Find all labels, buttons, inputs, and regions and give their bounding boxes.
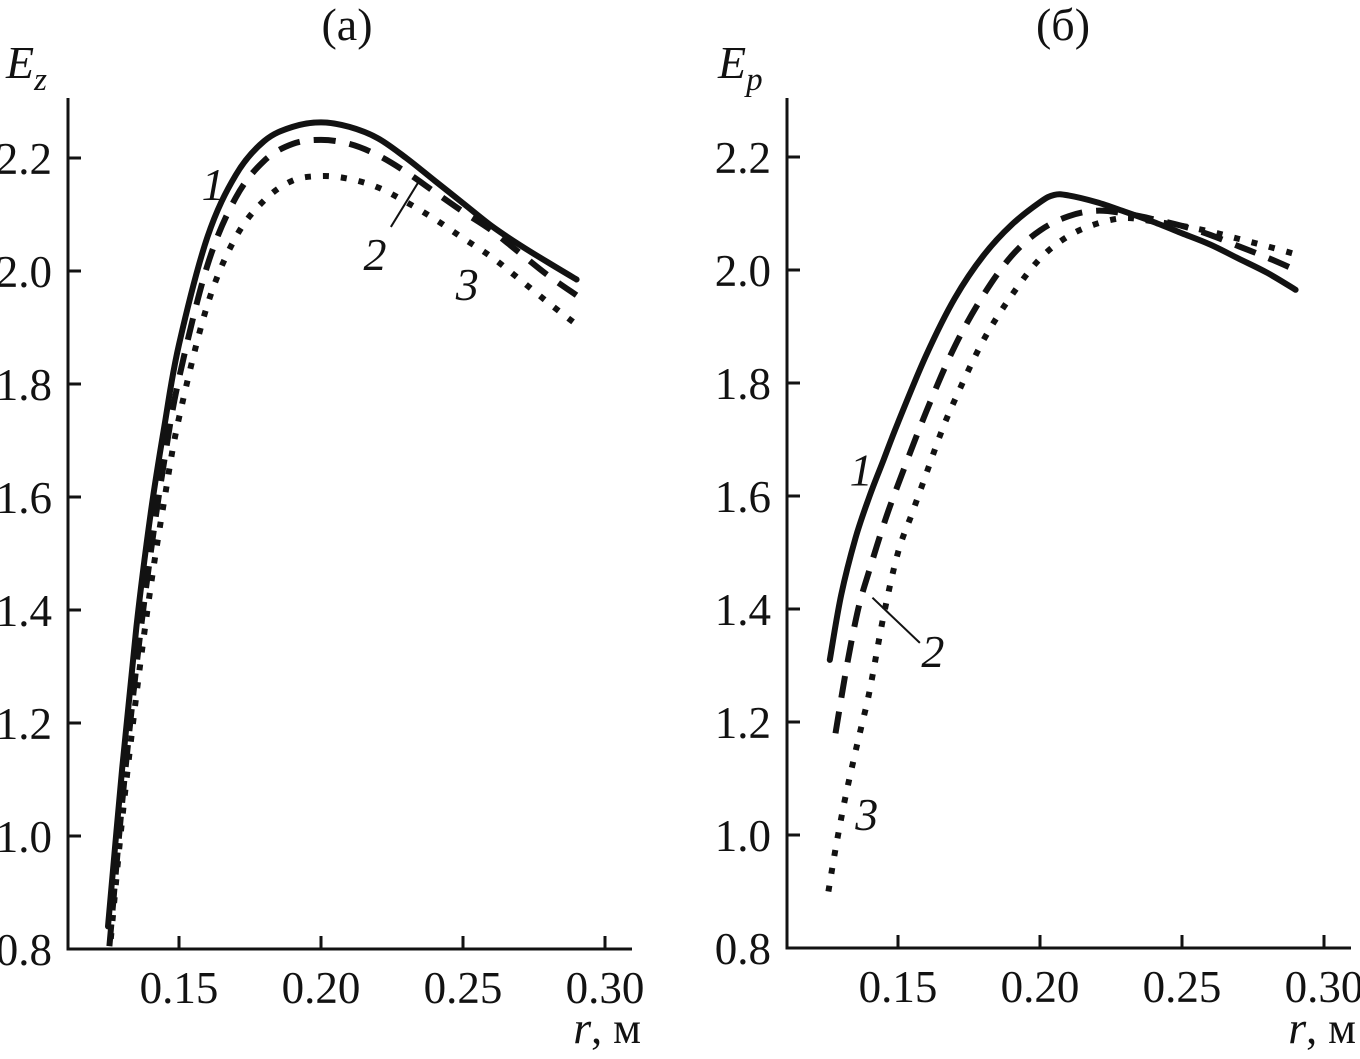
curve-1-solid xyxy=(826,191,1299,663)
x-tick-label: 0.15 xyxy=(140,963,219,1013)
panel-a-title: (a) xyxy=(321,0,372,50)
curve-2-dashed xyxy=(106,136,579,947)
panel-a-y-axis-label-subscript: z xyxy=(33,62,47,98)
y-tick-label: 1.4 xyxy=(0,586,52,636)
y-tick-label: 1.0 xyxy=(0,812,52,862)
curve-label-leader-line xyxy=(871,596,921,644)
y-tick-label: 2.0 xyxy=(0,247,52,297)
curve-2-dashed xyxy=(832,207,1297,734)
panel-a-curves xyxy=(105,119,580,947)
panel-b-y-axis-label-subscript: p xyxy=(744,62,763,98)
panel-b-y-axis-label-base: E xyxy=(717,37,746,88)
y-tick-label: 1.8 xyxy=(0,360,52,410)
curve-3-dotted xyxy=(107,173,579,940)
x-tick-label: 0.25 xyxy=(1143,962,1222,1012)
axis-lines xyxy=(785,98,1351,950)
x-tick-label: 0.30 xyxy=(1285,962,1360,1012)
x-tick-label: 0.20 xyxy=(282,963,361,1013)
curve-label-1: 1 xyxy=(850,445,873,496)
panel-b: 0.8 1.0 1.2 1.4 1.6 1.8 2.0 2.2 0.15 0.20 0.25 0.30… xyxy=(715,0,1360,1053)
y-tick-label: 1.6 xyxy=(0,473,52,523)
curve-label-3: 3 xyxy=(854,789,878,840)
panel-a-y-axis-label: Ez xyxy=(5,37,47,98)
y-tick-label: 2.2 xyxy=(0,134,52,184)
y-tick-label: 0.8 xyxy=(0,925,52,975)
x-tick-label: 0.25 xyxy=(424,963,503,1013)
panel-a-axes: 0.8 1.0 1.2 1.4 1.6 1.8 2.0 2.2 0.15 0.20 0.25 0.30 xyxy=(0,98,644,1013)
y-tick-label: 1.2 xyxy=(0,699,52,749)
axis-lines xyxy=(66,98,632,951)
y-tick-label: 1.8 xyxy=(715,359,771,409)
y-tick-label: 1.6 xyxy=(715,472,771,522)
panel-a-y-axis-label-base: E xyxy=(5,37,34,88)
y-tick-label: 1.0 xyxy=(715,811,771,861)
panel-b-axes: 0.8 1.0 1.2 1.4 1.6 1.8 2.0 2.2 0.15 0.20 0.25 0.30 xyxy=(715,98,1360,1012)
y-tick-label: 0.8 xyxy=(715,924,771,974)
x-tick-label: 0.20 xyxy=(1001,962,1080,1012)
y-tick-label: 2.2 xyxy=(715,133,771,183)
curve-label-2: 2 xyxy=(363,229,386,280)
panel-a: 0.8 1.0 1.2 1.4 1.6 1.8 2.0 2.2 0.15 0.20 0.25 0.30… xyxy=(0,0,644,1053)
panel-b-x-axis-label-variable: r xyxy=(1288,1002,1307,1053)
y-tick-label: 1.2 xyxy=(715,698,771,748)
panel-b-curves xyxy=(825,191,1299,892)
x-tick-label: 0.30 xyxy=(566,963,645,1013)
curve-label-3: 3 xyxy=(455,259,479,310)
panel-b-x-axis-label: r, м xyxy=(1288,1002,1356,1053)
panel-b-title: (б) xyxy=(1036,0,1090,50)
panel-b-y-axis-label: Ep xyxy=(717,37,763,98)
panel-b-x-axis-label-unit: , м xyxy=(1306,1004,1356,1053)
y-tick-label: 1.4 xyxy=(715,585,771,635)
curve-label-2: 2 xyxy=(921,626,944,677)
panel-a-x-axis-label-variable: r xyxy=(573,1002,592,1053)
panel-b-curve-labels: 1 2 3 xyxy=(850,445,945,841)
curve-label-1: 1 xyxy=(202,159,225,210)
panel-a-curve-labels: 1 2 3 xyxy=(202,159,479,310)
y-tick-label: 2.0 xyxy=(715,246,771,296)
curve-3-dotted xyxy=(825,214,1297,892)
curve-label-leader-line xyxy=(390,180,420,228)
panel-a-x-axis-label: r, м xyxy=(573,1002,641,1053)
x-tick-label: 0.15 xyxy=(859,962,938,1012)
curve-1-solid xyxy=(105,119,580,930)
panel-a-x-axis-label-unit: , м xyxy=(591,1004,641,1053)
